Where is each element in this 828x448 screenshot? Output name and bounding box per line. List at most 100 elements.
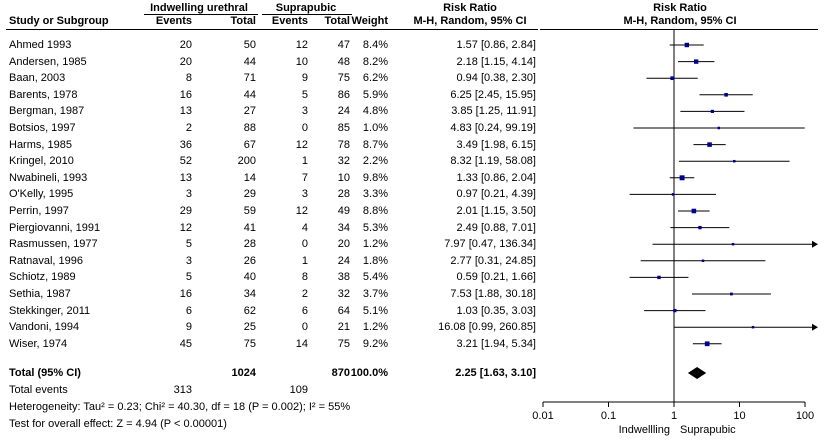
weight: 8.8% xyxy=(362,205,388,217)
total2: 24 xyxy=(337,254,350,267)
risk-ratio-ci: 7.53 [1.88, 30.18] xyxy=(450,288,536,300)
events1: 3 xyxy=(185,188,192,201)
total-weight: 100.0% xyxy=(350,367,388,379)
study-name: Ahmed 1993 xyxy=(9,39,72,51)
study-name: Vandoni, 1994 xyxy=(9,321,80,334)
weight: 8.7% xyxy=(362,138,388,151)
events1: 13 xyxy=(179,171,192,184)
total-events-e2: 109 xyxy=(289,384,308,396)
point-marker xyxy=(698,225,702,230)
risk-ratio-ci: 3.85 [1.25, 11.91] xyxy=(451,105,536,118)
total-events-label: Total events xyxy=(9,384,68,396)
weight: 2.2% xyxy=(362,155,388,168)
study-name: Harms, 1985 xyxy=(9,138,72,151)
x-tick-label: 0.01 xyxy=(532,410,553,422)
total1: 50 xyxy=(243,39,256,51)
events2: 6 xyxy=(301,304,308,317)
group2-underline xyxy=(262,14,352,15)
weight: 8.4% xyxy=(362,39,388,51)
total-label: Total (95% CI) xyxy=(9,367,81,379)
events1: 29 xyxy=(179,205,192,217)
total1: 25 xyxy=(243,321,256,334)
header-rr-title: Risk Ratio xyxy=(443,2,497,14)
weight: 3.7% xyxy=(362,288,388,300)
point-marker xyxy=(733,159,736,163)
total1: 44 xyxy=(243,88,256,101)
table-header-rule xyxy=(6,29,538,30)
header-events2: Events xyxy=(271,15,308,27)
events1: 45 xyxy=(179,337,192,350)
weight: 9.2% xyxy=(362,337,388,350)
total1: 34 xyxy=(243,288,256,300)
events1: 5 xyxy=(185,271,192,284)
total2: 34 xyxy=(337,221,350,234)
point-marker xyxy=(704,341,710,347)
study-name: Ratnaval, 1996 xyxy=(9,254,83,267)
study-name: Rasmussen, 1977 xyxy=(9,238,98,251)
weight: 5.4% xyxy=(362,271,388,284)
total-t2: 870 xyxy=(331,367,350,379)
point-marker xyxy=(684,42,690,48)
total1: 27 xyxy=(243,105,256,118)
heterogeneity-text: Heterogeneity: Tau² = 0.23; Chi² = 40.30… xyxy=(9,401,351,413)
weight: 4.8% xyxy=(362,105,388,118)
x-tick-label: 0.1 xyxy=(601,410,616,422)
point-marker xyxy=(717,126,721,130)
total1: 62 xyxy=(243,304,256,317)
total2: 32 xyxy=(337,155,350,168)
total1: 71 xyxy=(243,72,256,85)
study-name: O'Kelly, 1995 xyxy=(9,188,74,201)
total2: 21 xyxy=(337,321,350,334)
study-name: Piergiovanni, 1991 xyxy=(9,221,101,234)
events2: 9 xyxy=(301,72,308,85)
risk-ratio-ci: 7.97 [0.47, 136.34] xyxy=(444,238,536,251)
risk-ratio-ci: 1.33 [0.86, 2.04] xyxy=(456,171,536,184)
header-method: M-H, Random, 95% CI xyxy=(413,15,527,27)
events1: 6 xyxy=(185,304,192,317)
total1: 28 xyxy=(243,238,256,251)
events2: 7 xyxy=(301,171,308,184)
header-weight: Weight xyxy=(351,15,388,27)
risk-ratio-ci: 0.59 [0.21, 1.66] xyxy=(456,271,536,284)
total-ci: 2.25 [1.63, 3.10] xyxy=(455,367,536,379)
total1: 29 xyxy=(243,188,256,201)
events2: 8 xyxy=(301,271,308,284)
study-name: Kringel, 2010 xyxy=(9,155,74,168)
total1: 41 xyxy=(243,221,256,234)
total1: 44 xyxy=(243,55,256,68)
total2: 47 xyxy=(337,39,350,51)
events1: 8 xyxy=(185,72,192,85)
study-name: Andersen, 1985 xyxy=(9,55,87,68)
study-name: Schiotz, 1989 xyxy=(9,271,76,284)
total2: 85 xyxy=(337,122,350,134)
point-marker xyxy=(707,142,712,147)
total2: 38 xyxy=(337,271,350,284)
study-name: Nwabineli, 1993 xyxy=(9,171,88,184)
header-group1: Indwelling urethral xyxy=(150,2,248,14)
point-marker xyxy=(731,242,735,246)
total1: 14 xyxy=(243,171,256,184)
header-events1: Events xyxy=(155,15,192,27)
total1: 75 xyxy=(243,337,256,350)
header-total1: Total xyxy=(230,15,256,27)
risk-ratio-ci: 6.25 [2.45, 15.95] xyxy=(450,88,536,101)
total2: 24 xyxy=(337,105,350,118)
group1-underline xyxy=(144,14,258,15)
events1: 20 xyxy=(179,55,192,68)
point-marker xyxy=(673,308,677,313)
point-marker xyxy=(671,193,675,196)
weight: 5.3% xyxy=(362,221,388,234)
point-marker xyxy=(724,93,728,97)
risk-ratio-ci: 2.49 [0.88, 7.01] xyxy=(456,221,536,234)
events2: 2 xyxy=(301,288,308,300)
study-name: Perrin, 1997 xyxy=(9,205,69,217)
weight: 5.1% xyxy=(362,304,388,317)
total-t1: 1024 xyxy=(231,367,256,379)
events2: 14 xyxy=(295,337,308,350)
study-name: Sethia, 1987 xyxy=(9,288,71,300)
point-marker xyxy=(710,109,714,113)
risk-ratio-ci: 1.57 [0.86, 2.84] xyxy=(456,39,536,51)
study-name: Bergman, 1987 xyxy=(9,105,85,118)
risk-ratio-ci: 0.94 [0.38, 2.30] xyxy=(456,72,536,85)
